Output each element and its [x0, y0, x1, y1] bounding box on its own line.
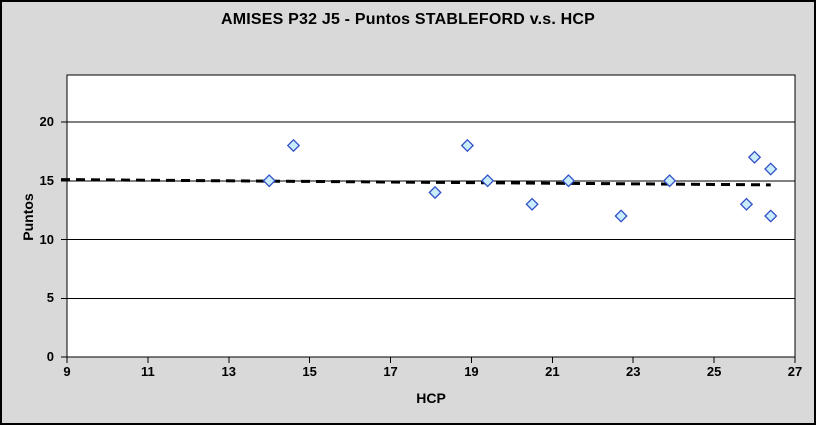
trendline [60, 178, 771, 187]
data-point-marker [614, 209, 628, 223]
data-point-marker [561, 174, 576, 188]
chart-title: AMISES P32 J5 - Puntos STABLEFORD v.s. H… [220, 11, 596, 28]
data-point-marker [663, 174, 677, 188]
x-axis-title: HCP [416, 390, 446, 406]
data-point-marker [747, 150, 762, 164]
data-point-marker [764, 162, 778, 176]
data-point-marker [739, 197, 754, 211]
data-point-marker [428, 185, 442, 200]
data-point-marker [525, 197, 539, 211]
data-point-marker [286, 138, 301, 153]
y-axis-title: Puntos [20, 193, 36, 241]
data-point-marker [481, 174, 495, 188]
data-point-marker [460, 138, 475, 153]
data-point-marker [764, 209, 778, 223]
data-point-marker [262, 174, 276, 188]
plot-area [66, 74, 796, 358]
